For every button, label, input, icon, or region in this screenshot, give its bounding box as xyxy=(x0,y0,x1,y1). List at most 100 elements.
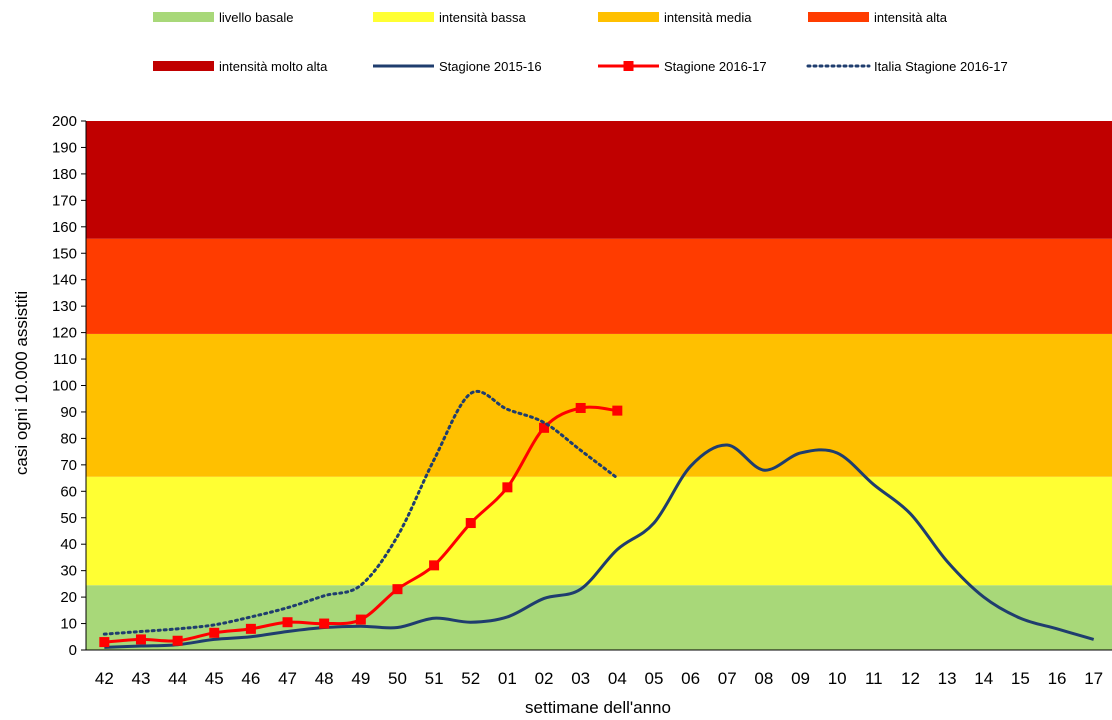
x-tick-label: 07 xyxy=(718,669,737,688)
x-tick-label: 45 xyxy=(205,669,224,688)
data-point-stagione-2016-17 xyxy=(282,617,293,628)
x-tick-label: 48 xyxy=(315,669,334,688)
y-tick-label: 200 xyxy=(52,113,77,130)
data-point-stagione-2016-17 xyxy=(392,584,403,595)
legend-item-stagione-2016-17: Stagione 2016-17 xyxy=(598,59,767,74)
y-tick-label: 70 xyxy=(60,457,77,474)
y-tick-label: 30 xyxy=(60,563,77,580)
y-tick-labels: 0 10 20 30 40 50 60 70 80 90 100 110 120 130 140 150 160… xyxy=(52,113,77,659)
y-tick-label: 120 xyxy=(52,325,77,342)
data-point-stagione-2016-17 xyxy=(502,482,513,493)
y-tick-label: 20 xyxy=(60,589,77,606)
legend-swatch xyxy=(808,12,869,22)
x-tick-label: 50 xyxy=(388,669,407,688)
x-tick-label: 52 xyxy=(461,669,480,688)
x-tick-label: 09 xyxy=(791,669,810,688)
x-tick-label: 02 xyxy=(535,669,554,688)
series-line-italia-stagione-2016-17 xyxy=(102,390,619,636)
x-tick-label: 12 xyxy=(901,669,920,688)
band-livello-basale xyxy=(86,585,1112,650)
y-tick-label: 160 xyxy=(52,219,77,236)
x-tick-label: 03 xyxy=(571,669,590,688)
legend-item-intensita-media: intensità media xyxy=(598,10,752,25)
y-tick-label: 130 xyxy=(52,298,77,315)
data-point-stagione-2016-17 xyxy=(319,618,330,629)
legend-swatch xyxy=(153,12,214,22)
x-tick-labels: 42 43 44 45 46 47 48 49 50 51 52 01 02 03 04 05 06 07 08 09… xyxy=(95,669,1103,688)
y-tick-label: 0 xyxy=(69,642,77,659)
legend-item-stagione-2015-16: Stagione 2015-16 xyxy=(373,59,542,74)
x-tick-label: 15 xyxy=(1011,669,1030,688)
y-tick-label: 180 xyxy=(52,166,77,183)
x-tick-label: 17 xyxy=(1084,669,1103,688)
legend-label: intensità media xyxy=(664,10,752,25)
x-tick-label: 01 xyxy=(498,669,517,688)
x-tick-label: 11 xyxy=(865,669,883,688)
y-tick-label: 50 xyxy=(60,510,77,527)
legend-label: intensità molto alta xyxy=(219,59,328,74)
x-tick-label: 04 xyxy=(608,669,627,688)
legend-item-intensita-bassa: intensità bassa xyxy=(373,10,526,25)
x-tick-label: 14 xyxy=(974,669,993,688)
y-tick-label: 40 xyxy=(60,536,77,553)
x-tick-label: 08 xyxy=(754,669,773,688)
y-tick-label: 190 xyxy=(52,139,77,156)
band-intensita-alta xyxy=(86,238,1112,334)
series-layer xyxy=(99,390,1095,649)
legend-item-italia-stagione-2016-17: Italia Stagione 2016-17 xyxy=(806,59,1008,74)
legend-swatch xyxy=(598,12,659,22)
data-point-stagione-2016-17 xyxy=(465,518,476,529)
data-point-stagione-2016-17 xyxy=(575,402,586,413)
x-tick-label: 44 xyxy=(168,669,187,688)
x-tick-label: 06 xyxy=(681,669,700,688)
y-tick-label: 110 xyxy=(53,351,77,368)
y-axis-title: casi ogni 10.000 assistiti xyxy=(12,291,31,475)
legend-label: Stagione 2016-17 xyxy=(664,59,767,74)
y-tick-label: 60 xyxy=(60,483,77,500)
x-tick-label: 13 xyxy=(938,669,957,688)
intensity-bands xyxy=(86,121,1112,650)
data-point-stagione-2016-17 xyxy=(209,627,220,638)
legend-label: intensità bassa xyxy=(439,10,526,25)
legend: livello basale intensità bassa intensità m… xyxy=(153,10,1008,74)
legend-item-intensita-alta: intensità alta xyxy=(808,10,948,25)
legend-label: intensità alta xyxy=(874,10,948,25)
series-line-stagione-2015-16 xyxy=(104,443,1095,649)
data-point-stagione-2016-17 xyxy=(612,405,623,416)
legend-label: Stagione 2015-16 xyxy=(439,59,542,74)
data-point-stagione-2016-17 xyxy=(172,635,183,646)
legend-marker xyxy=(623,61,634,71)
band-intensita-media xyxy=(86,333,1112,477)
data-point-stagione-2016-17 xyxy=(99,637,110,648)
x-tick-label: 42 xyxy=(95,669,114,688)
data-point-stagione-2016-17 xyxy=(135,634,146,645)
legend-item-intensita-molto-alta: intensità molto alta xyxy=(153,59,328,74)
x-tick-label: 51 xyxy=(425,669,444,688)
x-tick-label: 47 xyxy=(278,669,297,688)
legend-item-livello-basale: livello basale xyxy=(153,10,293,25)
data-point-stagione-2016-17 xyxy=(355,614,366,625)
x-tick-label: 16 xyxy=(1048,669,1067,688)
legend-label: Italia Stagione 2016-17 xyxy=(874,59,1008,74)
y-tick-label: 170 xyxy=(52,192,77,209)
y-tick-label: 90 xyxy=(60,404,77,421)
data-point-stagione-2016-17 xyxy=(539,422,550,433)
x-tick-label: 05 xyxy=(645,669,664,688)
axes xyxy=(81,120,1112,651)
y-tick-label: 140 xyxy=(52,272,77,289)
data-point-stagione-2016-17 xyxy=(245,623,256,634)
band-intensita-molto-alta xyxy=(86,121,1112,239)
x-tick-label: 46 xyxy=(241,669,260,688)
legend-swatch xyxy=(373,12,434,22)
x-axis-title: settimane dell'anno xyxy=(525,698,671,717)
x-tick-label: 49 xyxy=(351,669,370,688)
data-point-stagione-2016-17 xyxy=(429,560,440,571)
y-tick-label: 10 xyxy=(60,616,77,633)
y-tick-label: 100 xyxy=(52,378,77,395)
y-tick-label: 150 xyxy=(52,245,77,262)
y-tick-label: 80 xyxy=(60,430,77,447)
band-intensita-bassa xyxy=(86,476,1112,586)
x-tick-label: 43 xyxy=(132,669,151,688)
legend-swatch xyxy=(153,61,214,71)
